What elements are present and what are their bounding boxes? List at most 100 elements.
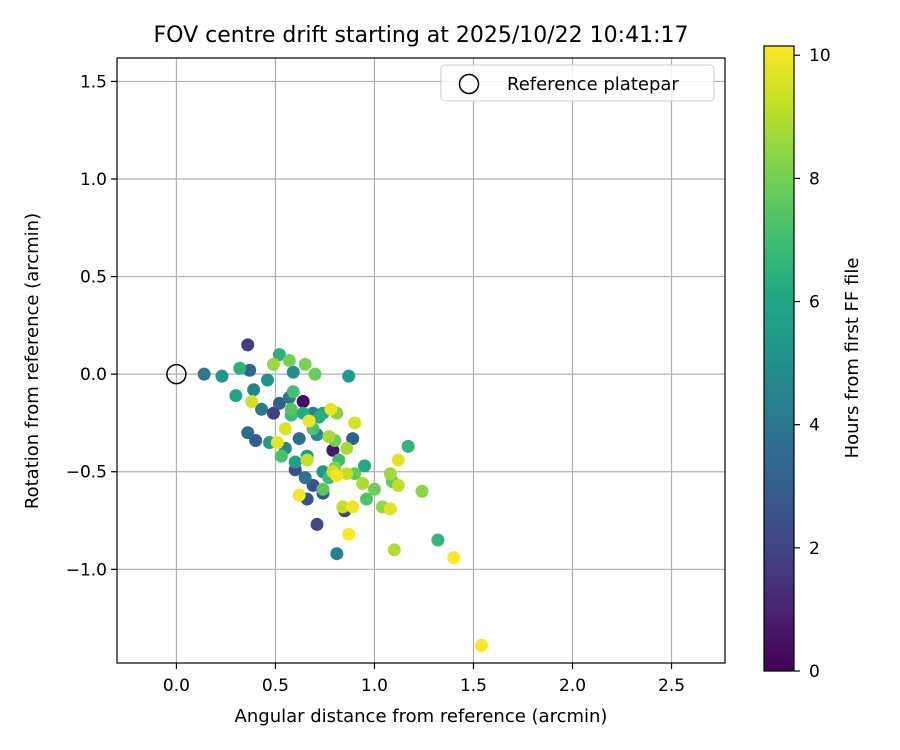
colorbar-tick-label: 10 [809,46,831,66]
data-point [367,482,381,496]
data-point [346,500,360,514]
colorbar-gradient [763,45,795,672]
data-point [286,365,300,379]
legend-box [440,64,715,102]
x-tick-label: 2.0 [559,676,586,696]
data-point [346,432,360,446]
x-tick-label: 1.0 [361,676,388,696]
y-tick-label: 0.0 [80,365,107,385]
data-point [282,354,296,367]
data-point [249,434,263,448]
data-point [261,373,275,387]
data-point [300,453,314,467]
data-point [296,394,310,408]
data-point [292,488,306,502]
data-point [326,443,340,457]
x-axis-ticks: 0.0 0.5 1.0 1.5 2.0 2.5 [163,663,685,696]
data-point [358,459,372,473]
legend-entry-reference-platepar: Reference platepar [507,74,679,95]
legend: Reference platepar [440,64,715,102]
x-tick-label: 1.5 [460,676,487,696]
y-axis-ticks: −1.0 −0.5 0.0 0.5 1.0 1.5 [66,72,117,580]
data-point [360,492,374,506]
colorbar-ticks: 0 2 4 6 8 10 [794,46,831,682]
colorbar-tick-label: 4 [809,416,820,436]
data-point [270,435,284,449]
y-tick-label: −0.5 [66,463,107,483]
colorbar-tick-label: 6 [809,293,820,313]
grid-lines [117,58,725,663]
x-tick-label: 0.5 [262,676,289,696]
data-point [342,369,356,383]
data-point [356,476,370,490]
data-point [330,547,344,561]
colorbar-tick-label: 0 [809,662,820,682]
data-point [229,389,243,403]
data-point [474,638,488,652]
data-point [415,484,429,498]
data-point [431,533,445,547]
data-point [247,383,261,397]
x-tick-label: 2.5 [658,676,685,696]
y-axis-label: Rotation from reference (arcmin) [22,213,43,509]
data-point [284,402,298,416]
data-point [383,502,397,516]
scatter-points [197,338,488,652]
data-point [245,394,259,408]
y-tick-label: −1.0 [66,560,107,580]
data-point [302,414,316,428]
plot-area [117,58,725,663]
data-point [266,357,280,371]
data-point [298,357,312,371]
data-point [391,478,405,492]
data-point [336,500,350,514]
y-tick-label: 0.5 [80,268,107,288]
data-point [241,426,255,440]
data-point [266,406,280,420]
colorbar-tick-label: 2 [809,539,820,559]
data-point [348,416,362,430]
data-point [292,432,306,446]
data-point [241,338,255,352]
colorbar-tick-label: 8 [809,169,820,189]
data-point [401,439,415,453]
y-tick-label: 1.5 [80,72,107,92]
data-point [272,396,286,410]
plot-frame [116,57,726,664]
legend-reference-marker [458,73,480,95]
data-point [312,410,326,424]
data-point [215,369,229,383]
data-point [288,455,302,469]
data-point [447,551,461,565]
data-point [274,449,288,463]
data-point [243,363,257,377]
data-point [272,348,286,362]
data-point [340,467,354,481]
colorbar-label: Hours from first FF file [842,258,863,459]
y-tick-label: 1.0 [80,170,107,190]
reference-platepar-marker [166,363,187,385]
data-point [322,430,336,444]
data-point [383,467,397,481]
data-point [255,402,269,416]
data-point [286,385,300,399]
data-point [310,517,324,531]
chart-title: FOV centre drift starting at 2025/10/22 … [154,23,689,48]
data-point [324,402,338,416]
x-tick-label: 0.0 [163,676,190,696]
data-point [278,422,292,436]
data-point [298,471,312,485]
data-point [340,441,354,455]
data-point [306,478,320,492]
data-point [387,543,401,557]
colorbar: 0 2 4 6 8 10 Hours from first FF file [763,45,863,682]
data-point [316,482,330,496]
x-axis-label: Angular distance from reference (arcmin) [235,706,608,727]
data-point [197,367,211,381]
data-point [330,469,344,483]
data-point [391,453,405,467]
data-point [233,361,247,375]
data-point [342,527,356,541]
data-point [308,367,322,381]
